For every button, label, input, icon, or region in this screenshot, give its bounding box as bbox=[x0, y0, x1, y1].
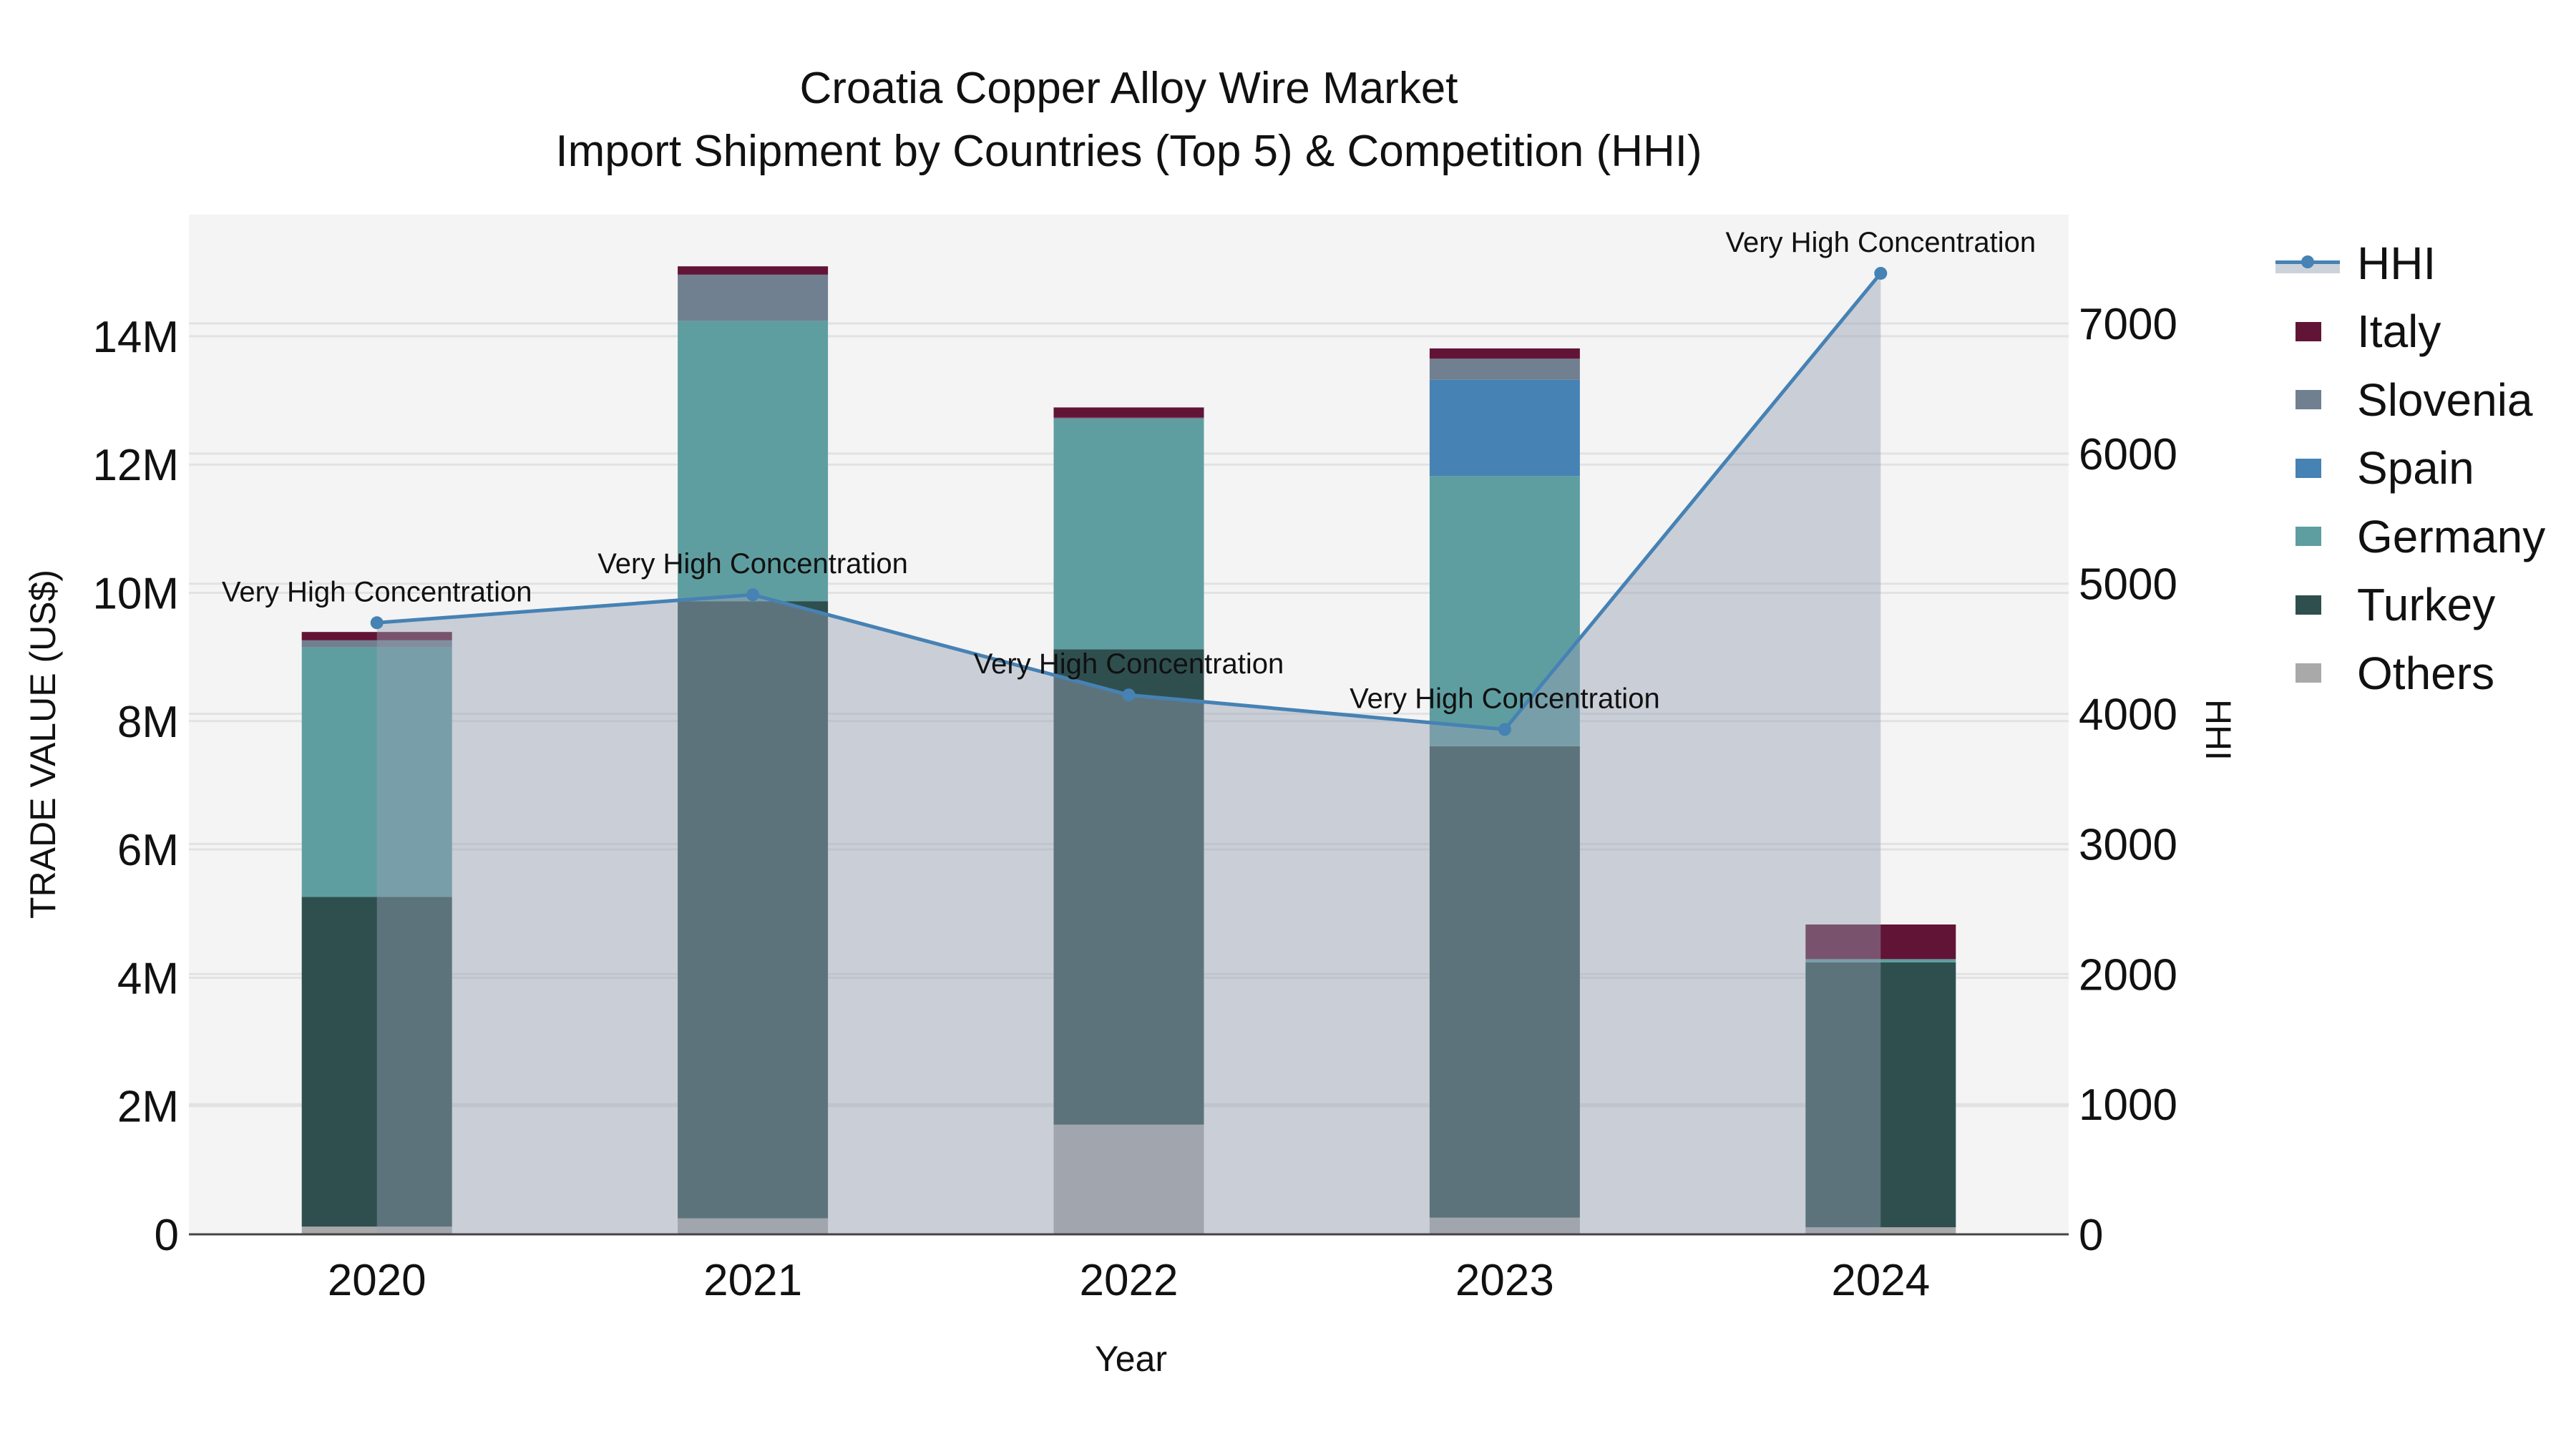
bar-segment-italy-2020 bbox=[301, 632, 452, 640]
legend-label: Italy bbox=[2357, 306, 2441, 358]
legend-label: Others bbox=[2357, 647, 2495, 699]
bar-segment-spain-2023 bbox=[1429, 379, 1580, 477]
svg-text:2000: 2000 bbox=[2079, 950, 2177, 1000]
legend-label: Slovenia bbox=[2357, 374, 2533, 426]
stacked-bars bbox=[301, 266, 1956, 1234]
svg-text:0: 0 bbox=[2079, 1211, 2103, 1260]
legend-item-hhi[interactable]: HHI bbox=[2275, 229, 2545, 298]
hhi-point-2023[interactable] bbox=[1498, 723, 1511, 736]
svg-text:4000: 4000 bbox=[2079, 691, 2177, 740]
bar-segment-germany-2021 bbox=[678, 321, 829, 602]
svg-text:2022: 2022 bbox=[1080, 1256, 1179, 1305]
hhi-area bbox=[376, 273, 1881, 1235]
bar-segment-italy-2024 bbox=[1805, 924, 1956, 960]
svg-text:6M: 6M bbox=[117, 826, 179, 875]
bar-segment-germany-2023 bbox=[1429, 476, 1580, 746]
legend: HHI Italy Slovenia Spain Germany Turkey … bbox=[2275, 229, 2545, 708]
chart-title-line1: Croatia Copper Alloy Wire Market bbox=[799, 64, 1458, 113]
bar-segment-italy-2022 bbox=[1053, 407, 1204, 418]
bar-segment-germany-2024 bbox=[1805, 959, 1956, 962]
svg-text:1000: 1000 bbox=[2079, 1080, 2177, 1130]
x-axis-title: Year bbox=[1095, 1339, 1168, 1379]
svg-text:3000: 3000 bbox=[2079, 820, 2177, 869]
italy-swatch-icon bbox=[2296, 321, 2321, 341]
svg-text:12M: 12M bbox=[92, 441, 179, 490]
legend-label: HHI bbox=[2357, 237, 2436, 289]
legend-label: Germany bbox=[2357, 510, 2546, 562]
hhi-point-2020[interactable] bbox=[370, 616, 384, 630]
hhi-annotation: Very High Concentration bbox=[1350, 683, 1660, 714]
others-swatch-icon bbox=[2296, 663, 2321, 683]
hhi-annotation: Very High Concentration bbox=[222, 576, 532, 608]
hhi-annotation: Very High Concentration bbox=[597, 548, 908, 580]
y-right-axis-title: HHI bbox=[2198, 698, 2238, 761]
legend-item-italy[interactable]: Italy bbox=[2275, 298, 2545, 366]
bar-segment-turkey-2023 bbox=[1429, 746, 1580, 1218]
svg-text:0: 0 bbox=[155, 1211, 179, 1260]
svg-text:2020: 2020 bbox=[328, 1256, 426, 1305]
hhi-point-2024[interactable] bbox=[1874, 266, 1888, 280]
svg-text:8M: 8M bbox=[117, 698, 179, 747]
legend-label: Spain bbox=[2357, 442, 2474, 494]
hhi-line bbox=[370, 266, 1888, 736]
bar-segment-slovenia-2023 bbox=[1429, 358, 1580, 380]
bar-segment-turkey-2024 bbox=[1805, 962, 1956, 1228]
bar-segment-turkey-2022 bbox=[1053, 649, 1204, 1125]
axes: 0 2M 4M 6M 8M 10M 12M 14M 0 1000 2000 3000 4000 5000 6… bbox=[92, 300, 2177, 1305]
bar-segment-turkey-2021 bbox=[678, 601, 829, 1219]
hhi-point-2021[interactable] bbox=[746, 588, 760, 602]
spain-swatch-icon bbox=[2296, 458, 2321, 478]
hhi-point-2022[interactable] bbox=[1122, 688, 1136, 702]
hhi-line-swatch-icon bbox=[2275, 253, 2340, 274]
svg-text:14M: 14M bbox=[92, 313, 179, 362]
bar-segment-slovenia-2021 bbox=[678, 274, 829, 321]
svg-text:2M: 2M bbox=[117, 1083, 179, 1132]
legend-item-germany[interactable]: Germany bbox=[2275, 502, 2545, 571]
germany-swatch-icon bbox=[2296, 527, 2321, 547]
legend-item-slovenia[interactable]: Slovenia bbox=[2275, 366, 2545, 434]
bar-segment-others-2023 bbox=[1429, 1217, 1580, 1234]
svg-text:2023: 2023 bbox=[1455, 1256, 1554, 1305]
hhi-annotations: Very High Concentration Very High Concent… bbox=[222, 227, 2036, 714]
hhi-annotation: Very High Concentration bbox=[1726, 227, 2036, 258]
svg-text:4M: 4M bbox=[117, 954, 179, 1003]
svg-text:7000: 7000 bbox=[2079, 300, 2177, 349]
bar-segment-others-2022 bbox=[1053, 1124, 1204, 1234]
bar-segment-others-2020 bbox=[301, 1226, 452, 1234]
bar-segment-turkey-2020 bbox=[301, 897, 452, 1227]
legend-item-others[interactable]: Others bbox=[2275, 639, 2545, 708]
bar-segment-slovenia-2022 bbox=[1053, 417, 1204, 419]
hhi-annotation: Very High Concentration bbox=[974, 648, 1284, 680]
svg-text:5000: 5000 bbox=[2079, 560, 2177, 610]
turkey-swatch-icon bbox=[2296, 595, 2321, 615]
bar-segment-italy-2023 bbox=[1429, 348, 1580, 359]
bar-segment-others-2024 bbox=[1805, 1227, 1956, 1234]
legend-item-spain[interactable]: Spain bbox=[2275, 434, 2545, 503]
bar-segment-germany-2020 bbox=[301, 647, 452, 897]
chart-title: Croatia Copper Alloy Wire Market Import … bbox=[0, 57, 2258, 183]
svg-text:10M: 10M bbox=[92, 570, 179, 619]
legend-item-turkey[interactable]: Turkey bbox=[2275, 571, 2545, 640]
slovenia-swatch-icon bbox=[2296, 390, 2321, 410]
bar-segment-others-2021 bbox=[678, 1218, 829, 1234]
legend-label: Turkey bbox=[2357, 579, 2496, 631]
bar-segment-slovenia-2020 bbox=[301, 640, 452, 648]
chart-title-line2: Import Shipment by Countries (Top 5) & C… bbox=[555, 127, 1702, 176]
y-left-axis-title: TRADE VALUE (US$) bbox=[23, 569, 63, 919]
bar-segment-italy-2021 bbox=[678, 266, 829, 275]
svg-text:6000: 6000 bbox=[2079, 430, 2177, 479]
svg-text:2021: 2021 bbox=[703, 1256, 802, 1305]
bar-segment-germany-2022 bbox=[1053, 419, 1204, 650]
svg-text:2024: 2024 bbox=[1831, 1256, 1930, 1305]
